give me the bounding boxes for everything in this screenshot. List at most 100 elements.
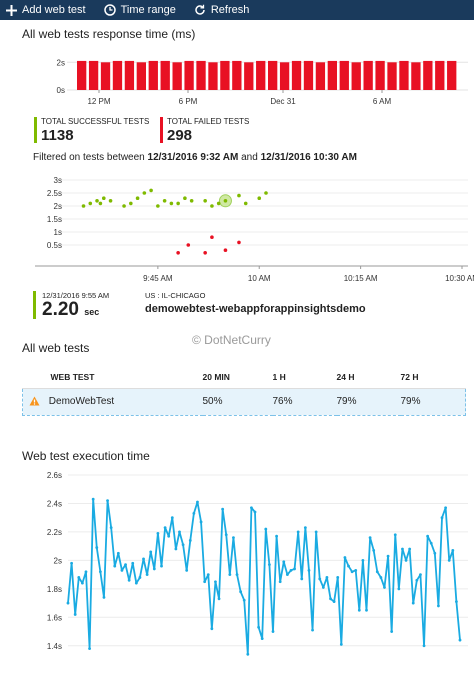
failed-value: 298 <box>167 127 193 144</box>
execution-point <box>88 647 91 651</box>
y-tick-label: 2.5s <box>47 189 62 198</box>
response-bar <box>160 60 170 90</box>
execution-point <box>437 604 440 608</box>
execution-point <box>232 536 235 540</box>
success-label: TOTAL SUCCESSFUL TESTS <box>41 117 150 126</box>
response-bar <box>387 62 397 90</box>
filter-start: 12/31/2016 9:32 AM <box>147 152 239 163</box>
cell-24-h: 79% <box>336 387 401 416</box>
col-1-h[interactable]: 1 H <box>272 366 337 389</box>
col-24-h[interactable]: 24 H <box>336 366 401 389</box>
filter-prefix: Filtered on tests between <box>33 152 145 163</box>
execution-point <box>203 580 207 584</box>
successful-tests-metric[interactable]: TOTAL SUCCESSFUL TESTS 1138 <box>34 117 149 144</box>
response-bar <box>220 60 230 90</box>
execution-point <box>149 550 153 554</box>
refresh-button[interactable]: Refresh <box>194 4 249 16</box>
success-point <box>183 196 187 200</box>
y-tick-label: 0.5s <box>47 241 62 250</box>
execution-point <box>156 531 160 535</box>
success-point <box>210 204 214 208</box>
y-tick-label: 2s <box>54 556 62 565</box>
table-header-row: WEB TEST 20 MIN 1 H 24 H 72 H <box>22 366 466 389</box>
response-bar <box>435 60 445 90</box>
execution-point <box>246 652 250 656</box>
failed-point <box>176 251 180 255</box>
response-bar <box>184 60 194 90</box>
execution-point <box>357 608 361 612</box>
execution-time-chart[interactable]: 2.6s 2.4s 2.2s 2s 1.8s 1.6s 1.4s <box>0 466 474 676</box>
response-bar <box>100 62 111 90</box>
cell-72-h: 79% <box>400 387 466 416</box>
execution-point <box>411 601 415 605</box>
time-range-label: Time range <box>120 4 176 16</box>
success-point <box>237 193 241 198</box>
execution-point <box>296 530 300 534</box>
execution-point <box>181 543 185 547</box>
execution-point <box>397 587 401 591</box>
failed-point <box>203 251 207 255</box>
response-bar <box>208 62 218 90</box>
y-tick-label: 1.4s <box>47 642 62 651</box>
test-name-cell: DemoWebTest <box>22 387 203 416</box>
execution-point <box>242 598 246 602</box>
test-results-scatter-chart[interactable]: 3s 2.5s 2s 1.5s 1s 0.5s 9:45 AM 10 AM 10:15 AM 10… <box>0 170 474 288</box>
success-point <box>88 201 93 206</box>
success-value: 1138 <box>41 127 74 144</box>
execution-point <box>84 570 88 574</box>
execution-point <box>339 642 343 646</box>
execution-point <box>383 586 386 589</box>
execution-point <box>221 507 225 511</box>
execution-point <box>282 560 286 564</box>
selected-unit: sec <box>84 307 100 317</box>
execution-point <box>314 530 318 534</box>
execution-point <box>329 597 332 601</box>
execution-point <box>447 558 451 562</box>
web-tests-table: WEB TEST 20 MIN 1 H 24 H 72 H DemoWebTes… <box>22 366 466 416</box>
col-20-min[interactable]: 20 MIN <box>202 366 273 389</box>
x-tick-label: 10 AM <box>248 274 271 283</box>
execution-point <box>167 534 171 538</box>
execution-point <box>429 541 433 545</box>
execution-point <box>192 512 196 515</box>
execution-point <box>224 533 228 537</box>
failed-indicator <box>160 117 163 143</box>
execution-point <box>257 625 261 629</box>
col-72-h[interactable]: 72 H <box>400 366 466 389</box>
execution-point <box>332 600 336 604</box>
execution-point <box>178 530 181 534</box>
add-web-test-button[interactable]: Add web test <box>6 4 86 16</box>
execution-point <box>260 637 264 641</box>
y-tick-label: 1.6s <box>47 613 62 622</box>
execution-point <box>321 586 325 589</box>
execution-point <box>307 568 311 572</box>
response-bar <box>447 60 457 90</box>
response-bar <box>291 60 302 90</box>
col-web-test[interactable]: WEB TEST <box>22 366 203 389</box>
time-range-button[interactable]: Time range <box>103 4 176 16</box>
success-point <box>129 201 133 206</box>
response-bar <box>279 62 290 90</box>
execution-point <box>116 551 120 555</box>
execution-point <box>440 516 444 520</box>
execution-point <box>102 595 106 599</box>
execution-point <box>264 527 268 531</box>
table-row[interactable]: DemoWebTest 50% 76% 79% 79% <box>22 387 466 416</box>
response-bar <box>327 60 337 90</box>
success-point <box>223 199 228 203</box>
execution-point <box>239 590 243 594</box>
success-point <box>162 199 167 203</box>
execution-point <box>196 500 199 504</box>
success-point <box>176 201 180 206</box>
selected-test-name[interactable]: demowebtest-webappforappinsightsdemo <box>145 303 366 315</box>
failed-point <box>210 235 214 239</box>
execution-point <box>138 576 142 579</box>
execution-point <box>368 536 372 540</box>
response-bar <box>303 60 314 90</box>
execution-point <box>98 570 102 574</box>
execution-point <box>433 551 437 555</box>
failed-tests-metric[interactable]: TOTAL FAILED TESTS 298 <box>160 117 249 144</box>
toolbar: Add web test Time range Refresh <box>0 0 474 20</box>
response-time-chart: 2s 0s 12 PM 6 PM Dec 31 6 AM <box>57 58 468 106</box>
execution-point <box>174 547 178 551</box>
